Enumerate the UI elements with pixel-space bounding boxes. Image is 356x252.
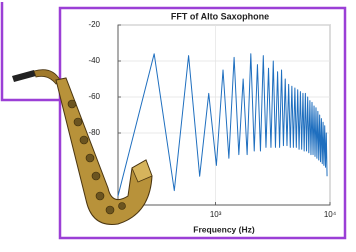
x-tick-label: 10³ bbox=[210, 210, 222, 219]
key bbox=[106, 206, 114, 214]
chart: FFT of Alto Saxophone Frequency (Hz) -20… bbox=[0, 0, 356, 252]
key bbox=[86, 154, 94, 162]
y-tick-label: -80 bbox=[88, 128, 100, 137]
chart-title: FFT of Alto Saxophone bbox=[171, 11, 269, 21]
mouthpiece bbox=[12, 70, 36, 82]
key bbox=[68, 100, 76, 108]
y-tick-label: -20 bbox=[88, 20, 100, 29]
key bbox=[80, 136, 88, 144]
frame-line bbox=[2, 2, 60, 100]
x-axis-label: Frequency (Hz) bbox=[193, 224, 255, 234]
key bbox=[96, 192, 104, 200]
key bbox=[92, 172, 100, 180]
y-tick-label: -60 bbox=[88, 92, 100, 101]
y-tick-label: -40 bbox=[88, 56, 100, 65]
key bbox=[119, 203, 126, 210]
x-tick-label: 10⁴ bbox=[324, 210, 337, 219]
key bbox=[74, 118, 82, 126]
page: {"chart_data": {"type": "line", "title":… bbox=[0, 0, 356, 252]
